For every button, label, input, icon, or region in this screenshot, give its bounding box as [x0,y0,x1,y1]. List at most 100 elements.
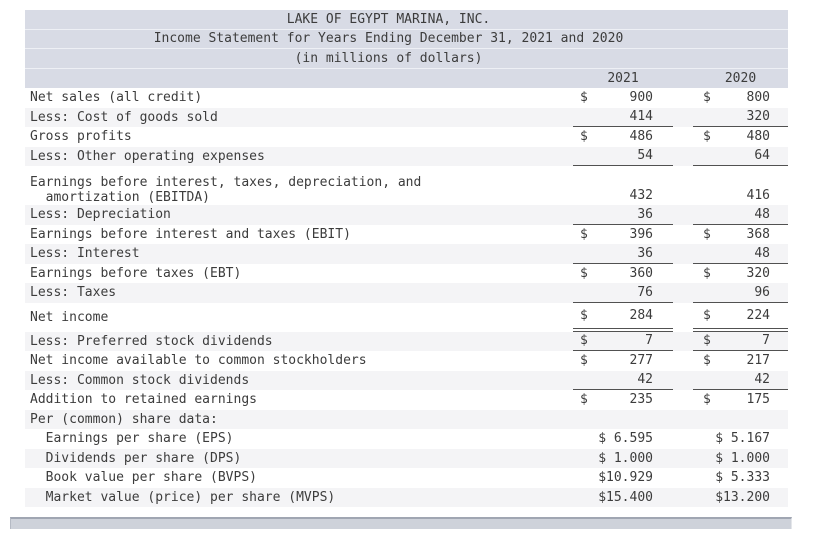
value-2020-cell: $480 [693,127,788,147]
table-row: Book value per share (BVPS) $10.929 $ 5.33… [25,468,788,488]
value-number: 42 [754,372,770,388]
value-number: 800 [746,90,770,106]
dollar-sign: $ [580,265,588,281]
table-row: Net income available to common stockhold… [25,351,788,371]
value-2021-cell: 54 [573,147,673,166]
value-number: 96 [754,284,770,300]
value-number: 480 [746,129,770,145]
value-number: 224 [746,307,770,323]
dollar-sign: $ [580,333,588,349]
value-number: 76 [637,284,653,300]
value-number: 320 [746,109,770,125]
value-2021-cell: $486 [573,127,673,147]
table-row: Gross profits $486 $480 [25,127,788,147]
year-column-2021: 2021 [607,70,639,86]
dollar-sign: $ [703,333,711,349]
table-row: Earnings before interest and taxes (EBIT… [25,225,788,245]
value-2021-cell: $15.400 [598,489,653,505]
value-2021-cell: 36 [573,244,673,264]
value-2021-cell: $360 [573,264,673,284]
value-2020-cell: $800 [693,88,788,108]
value-number: 48 [754,245,770,261]
value-2020-cell: 320 [693,108,788,127]
dollar-sign: $ [580,226,588,242]
dollar-sign: $ [703,265,711,281]
value-number: 42 [637,372,653,388]
dollar-sign: $ [580,307,588,323]
row-label: Book value per share (BVPS) [30,470,257,486]
value-2020-cell: 48 [693,244,788,264]
value-2021-cell [573,410,673,430]
horizontal-scrollbar[interactable] [10,517,792,529]
income-statement-table: LAKE OF EGYPT MARINA, INC. Income Statem… [25,10,788,507]
row-label: Dividends per share (DPS) [30,450,242,466]
table-row: Less: Common stock dividends 42 42 [25,370,788,390]
value-2020-cell: $13.200 [715,489,770,505]
dollar-sign: $ [703,90,711,106]
value-2020-cell: $320 [693,264,788,284]
value-number: 64 [754,148,770,164]
value-number: 7 [762,333,770,349]
value-number: 396 [629,226,653,242]
value-2020-cell: $ 5.167 [715,431,770,447]
value-number: 36 [637,206,653,222]
row-label: Earnings before interest, taxes, depreci… [25,175,573,205]
table-row: Dividends per share (DPS) $ 1.000 $ 1.000 [25,448,788,468]
value-2021-cell: $ 1.000 [598,450,653,466]
value-number: 486 [629,129,653,145]
row-label: Earnings before interest and taxes (EBIT… [30,226,351,242]
dollar-sign: $ [580,353,588,369]
table-row: Less: Interest 36 48 [25,244,788,264]
row-label: Less: Other operating expenses [30,148,265,164]
value-2020-cell: 48 [693,205,788,225]
table-row: Net sales (all credit) $900 $800 [25,88,788,108]
statement-title: Income Statement for Years Ending Decemb… [25,29,788,49]
dollar-sign: $ [703,392,711,408]
row-label: Net income [30,309,109,325]
dollar-sign: $ [703,129,711,145]
value-2021-cell: 432 [573,186,673,206]
value-2021-cell: 414 [573,108,673,127]
value-number: 360 [629,265,653,281]
value-2020-cell: 64 [693,147,788,166]
value-2020-cell: $224 [693,303,788,332]
value-2020-cell: $ 1.000 [715,450,770,466]
value-number: 277 [629,353,653,369]
value-number: 416 [746,187,770,203]
dollar-sign: $ [580,392,588,408]
value-2021-cell: $ 6.595 [598,431,653,447]
value-2021-cell: $10.929 [598,470,653,486]
value-number: 414 [629,109,653,125]
row-label: Gross profits [30,129,132,145]
table-row: Earnings before interest, taxes, depreci… [25,166,788,205]
dollar-sign: $ [703,353,711,369]
value-2020-cell: $217 [693,351,788,371]
dollar-sign: $ [703,226,711,242]
row-label: Less: Preferred stock dividends [30,333,273,349]
table-row: Net income $284 $224 [25,303,788,332]
value-2021-cell: $396 [573,225,673,245]
row-label: Earnings before taxes (EBT) [30,265,242,281]
table-row: Less: Depreciation 36 48 [25,205,788,225]
year-column-2020: 2020 [724,70,757,86]
table-header: LAKE OF EGYPT MARINA, INC. Income Statem… [25,10,788,88]
value-number: 432 [629,187,653,203]
table-row: Per (common) share data: [25,409,788,430]
value-2020-cell: $368 [693,225,788,245]
value-2020-cell: 42 [693,371,788,390]
row-label: Earnings per share (EPS) [30,431,234,447]
value-2020-cell: $175 [693,390,788,410]
row-label: Less: Interest [30,246,140,262]
units-note: (in millions of dollars) [25,49,788,69]
value-2020-cell: 416 [693,186,788,206]
value-2020-cell: 96 [693,283,788,303]
value-number: 235 [629,392,653,408]
value-number: 217 [746,353,770,369]
value-2021-cell: $235 [573,390,673,410]
value-2020-cell: $ 5.333 [715,470,770,486]
value-2020-cell [693,410,788,430]
row-label-line1: Earnings before interest, taxes, depreci… [30,175,422,190]
value-number: 175 [746,392,770,408]
row-label: Net income available to common stockhold… [30,353,367,369]
table-row: Less: Cost of goods sold 414 320 [25,107,788,127]
